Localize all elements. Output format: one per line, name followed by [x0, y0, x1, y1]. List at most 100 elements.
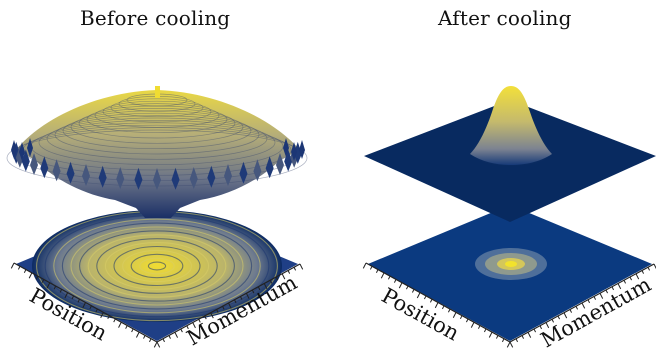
axis-tick — [569, 309, 573, 313]
floor-ring — [147, 261, 167, 271]
axis-tick — [411, 289, 415, 293]
axis-tick — [192, 322, 196, 329]
axis-tick — [222, 306, 225, 310]
floor-ring — [53, 218, 261, 314]
axis-tick — [527, 332, 532, 338]
side-spike — [27, 138, 33, 157]
dome-terrace — [54, 115, 260, 155]
left-floor-rings — [36, 210, 278, 322]
axis-tick — [71, 295, 75, 300]
axis-tick — [198, 319, 201, 323]
axis-tick — [557, 315, 561, 320]
axis-tick — [17, 266, 21, 270]
axis-tick — [533, 328, 537, 333]
axis-tick — [251, 289, 255, 294]
rim-spike — [275, 153, 284, 175]
axis-tick — [162, 338, 165, 343]
axis-tick — [477, 325, 481, 329]
axis-tick — [488, 331, 493, 338]
axis-tick — [623, 280, 627, 284]
axis-tick — [362, 262, 367, 269]
rim-spike — [284, 149, 293, 172]
axis-tick — [275, 276, 279, 281]
axis-tick — [545, 322, 550, 329]
rim-spike — [224, 163, 232, 186]
side-spike — [299, 140, 305, 159]
rim-spike — [239, 161, 248, 184]
rim-spike — [134, 167, 143, 190]
axis-tick — [77, 298, 80, 303]
axis-tick — [521, 335, 525, 339]
axis-tick — [563, 312, 568, 319]
axis-tick — [46, 282, 51, 289]
axis-tick — [423, 295, 427, 300]
floor-ring — [70, 226, 244, 306]
left-panel: Position Momentum — [6, 86, 308, 350]
axis-tick — [617, 283, 622, 290]
rim-spike — [293, 141, 302, 164]
rim-spike — [207, 165, 216, 188]
axis-tick — [281, 273, 286, 280]
axis-tick — [113, 318, 116, 323]
rim-spike — [265, 156, 274, 179]
floor-ring — [122, 249, 192, 283]
right-axis-ticks — [362, 262, 656, 348]
axis-tick — [299, 263, 304, 270]
axis-tick — [41, 279, 45, 283]
axis-tick — [118, 322, 122, 328]
axis-tick — [143, 335, 146, 339]
left-surface — [6, 86, 308, 218]
axis-tick — [131, 328, 134, 333]
axis-tick — [581, 302, 586, 309]
axis-tick — [452, 312, 457, 318]
axis-tick — [611, 286, 615, 291]
right-floor-spot-core — [505, 261, 517, 267]
axis-tick — [287, 270, 291, 274]
axis-tick — [107, 315, 110, 320]
left-dome-body — [16, 90, 300, 218]
axis-tick — [269, 280, 273, 284]
axis-tick — [369, 266, 373, 270]
dome-terrace — [38, 120, 276, 166]
axis-tick — [82, 302, 86, 309]
axis-tick — [647, 267, 651, 271]
axis-tick — [180, 328, 183, 333]
axis-tick — [135, 331, 140, 338]
rim-spike — [116, 166, 125, 189]
axis-tick — [380, 272, 385, 279]
axis-tick — [153, 341, 158, 348]
axis-tick — [174, 332, 179, 338]
rim-spike — [253, 159, 262, 182]
rim-spike — [21, 149, 30, 172]
left-panel-title: Before cooling — [80, 6, 231, 30]
axis-tick — [149, 338, 152, 343]
axis-tick — [245, 293, 250, 299]
dome-terrace — [102, 100, 212, 123]
axis-tick — [483, 328, 487, 333]
dome-terrace — [110, 98, 204, 118]
rim-spike — [82, 163, 90, 186]
axis-tick — [10, 262, 15, 269]
rim-spike — [52, 159, 61, 182]
axis-tick — [156, 341, 161, 348]
axis-tick — [95, 308, 98, 313]
right-gaussian-peak — [470, 86, 552, 165]
axis-tick — [100, 312, 104, 318]
right-panel: Position Momentum — [362, 86, 656, 351]
floor-ring — [113, 245, 201, 287]
left-axes — [10, 262, 304, 348]
axis-tick — [234, 299, 237, 304]
side-spike — [11, 140, 17, 159]
axis-tick — [398, 282, 403, 289]
rim-spike — [30, 153, 39, 175]
right-panel-title: After cooling — [438, 6, 572, 30]
axis-tick — [629, 276, 633, 281]
floor-ring — [87, 234, 227, 298]
axis-tick — [587, 299, 591, 304]
axis-tick — [216, 309, 219, 313]
axis-tick — [168, 335, 171, 339]
axis-tick — [23, 269, 27, 273]
floor-ring — [130, 253, 184, 279]
axis-tick — [239, 296, 243, 300]
